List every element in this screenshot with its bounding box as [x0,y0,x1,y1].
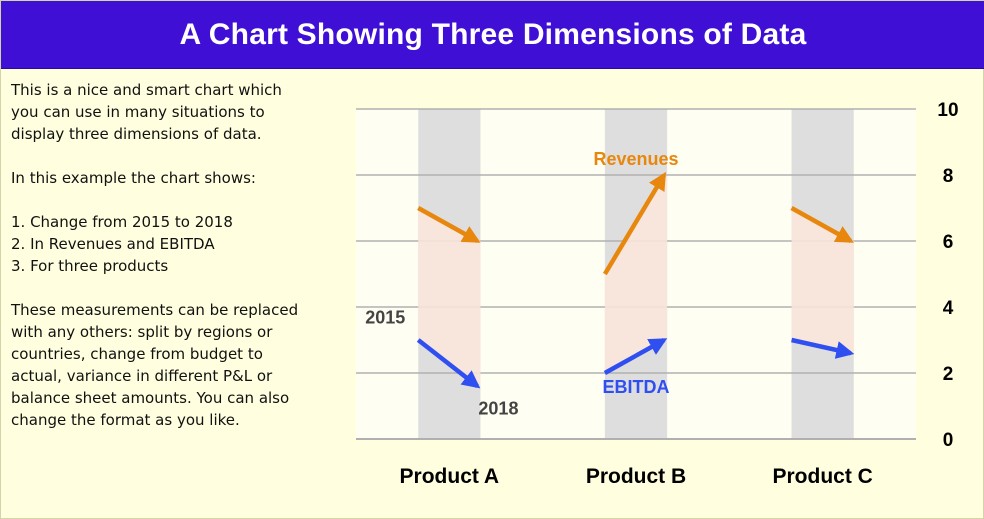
range-area [418,208,481,387]
end-year-annotation: 2018 [478,398,518,418]
ebitda-arrow [791,337,855,359]
start-year-annotation: 2015 [365,308,405,328]
range-area [604,175,668,373]
category-label: Product B [586,465,686,488]
revenues-arrow [790,206,854,243]
ebitda-series-label: EBITDA [603,377,670,397]
y-tick-label: 6 [943,232,954,253]
description-list-item: 1. Change from 2015 to 2018 [11,213,233,231]
description-intro: This is a nice and smart chart which you… [11,81,282,143]
y-tick-label: 8 [943,166,954,187]
y-tick-label: 10 [937,100,958,121]
description-list: 1. Change from 2015 to 2018 2. In Revenu… [11,211,311,277]
revenues-series-label: Revenues [593,149,678,169]
revenues-arrow [602,171,667,276]
ebitda-arrow [416,338,481,389]
ebitda-arrow [603,338,668,375]
description-panel: This is a nice and smart chart which you… [11,79,311,453]
category-label: Product A [400,465,500,488]
description-outro: These measurements can be replaced with … [11,301,299,429]
title-bar: A Chart Showing Three Dimensions of Data [1,1,984,69]
chart: 0 2 4 6 8 10 Product A Product B Product C Revenu… [356,100,959,488]
description-list-item: 3. For three products [11,257,169,275]
description-list-item: 2. In Revenues and EBITDA [11,235,215,253]
revenues-arrow [417,206,481,243]
y-tick-label: 2 [943,364,954,385]
range-area [791,208,854,354]
y-tick-label: 0 [943,430,954,451]
description-subhead: In this example the chart shows: [11,169,256,187]
y-tick-label: 4 [943,298,954,319]
page-title: A Chart Showing Three Dimensions of Data [179,17,807,51]
category-label: Product C [772,465,872,488]
